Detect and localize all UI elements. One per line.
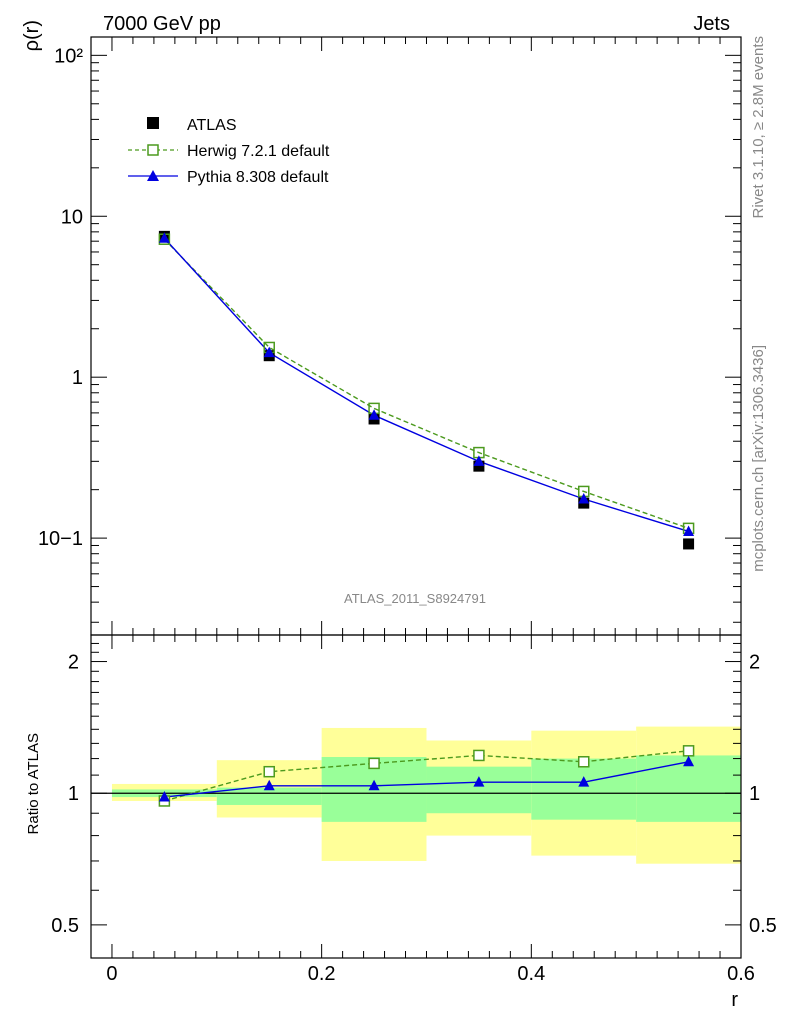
ratio-panel: 0 0.2 0.4 0.6 0.5 0.5 1 1 2 2 (51, 634, 777, 985)
pythia-ratio-point (473, 776, 485, 787)
main-y-axis-title: ρ(r) (21, 20, 43, 51)
y-tick-label: 10−1 (38, 528, 83, 550)
ratio-series (158, 745, 695, 807)
ratio-y-tick-label: 1 (68, 783, 79, 805)
herwig-ratio-point (682, 745, 695, 757)
y-tick-label: 10² (54, 45, 83, 67)
legend-marker-pythia (147, 170, 159, 181)
y-tick-label: 1 (72, 367, 83, 389)
main-panel: 10−1 1 10 10² (38, 36, 742, 636)
pythia-point (683, 525, 695, 536)
x-tick-label: 0.6 (727, 963, 755, 985)
pythia-ratio-point (683, 755, 695, 767)
rivet-label: Rivet 3.1.10, ≥ 2.8M events (750, 36, 767, 219)
x-axis-title: r (731, 989, 738, 1011)
stat-uncertainty-band (636, 755, 741, 822)
legend-label-atlas: ATLAS (187, 117, 237, 134)
stat-uncertainty-band (426, 766, 532, 814)
herwig-ratio-point (577, 756, 590, 768)
legend: ATLAS Herwig 7.2.1 default Pythia 8.308 … (128, 117, 330, 186)
pythia-point (263, 346, 275, 358)
header-right: Jets (693, 13, 730, 35)
ratio-y-tick-label: 0.5 (51, 915, 79, 937)
pythia-point (473, 455, 485, 466)
main-series (158, 230, 695, 550)
pythia-point (368, 409, 380, 420)
pythia-point (578, 493, 590, 504)
stat-uncertainty-band (531, 758, 637, 820)
legend-label-pythia: Pythia 8.308 default (187, 169, 329, 186)
x-tick-label: 0.2 (308, 963, 336, 985)
herwig-ratio-line (164, 750, 689, 802)
herwig-ratio-point (473, 749, 485, 762)
herwig-ratio-point (263, 765, 275, 778)
pythia-ratio-point (578, 776, 590, 787)
pythia-line (163, 237, 689, 533)
atlas-point (473, 460, 485, 472)
ratio-y-tick-label-right: 0.5 (749, 915, 777, 937)
y-tick-label: 10 (61, 206, 83, 228)
pythia-ratio-point (368, 779, 380, 791)
mcplots-label: mcplots.cern.ch [arXiv:1306.3436] (750, 345, 767, 572)
ratio-y-tick-label-right: 1 (749, 783, 760, 805)
header-left: 7000 GeV pp (103, 13, 221, 35)
ratio-y-tick-label: 2 (68, 652, 79, 674)
analysis-id-label: ATLAS_2011_S8924791 (344, 591, 486, 606)
legend-label-herwig: Herwig 7.2.1 default (187, 143, 330, 160)
x-tick-label: 0.4 (517, 963, 545, 985)
ratio-frame (90, 634, 742, 959)
pythia-point (158, 232, 170, 243)
pythia-ratio-point (158, 791, 170, 802)
stat-uncertainty-band (216, 787, 322, 805)
ratio-y-axis-title: Ratio to ATLAS (25, 733, 42, 834)
pythia-ratio-point (263, 779, 275, 791)
atlas-point (683, 538, 695, 550)
pythia-ratio-line (164, 761, 689, 798)
x-tick-label: 0 (106, 963, 117, 985)
legend-marker-herwig (147, 144, 159, 156)
ratio-y-tick-label-right: 2 (749, 652, 760, 674)
legend-marker-atlas (147, 117, 159, 129)
herwig-line (163, 238, 689, 530)
herwig-ratio-point (368, 757, 380, 770)
